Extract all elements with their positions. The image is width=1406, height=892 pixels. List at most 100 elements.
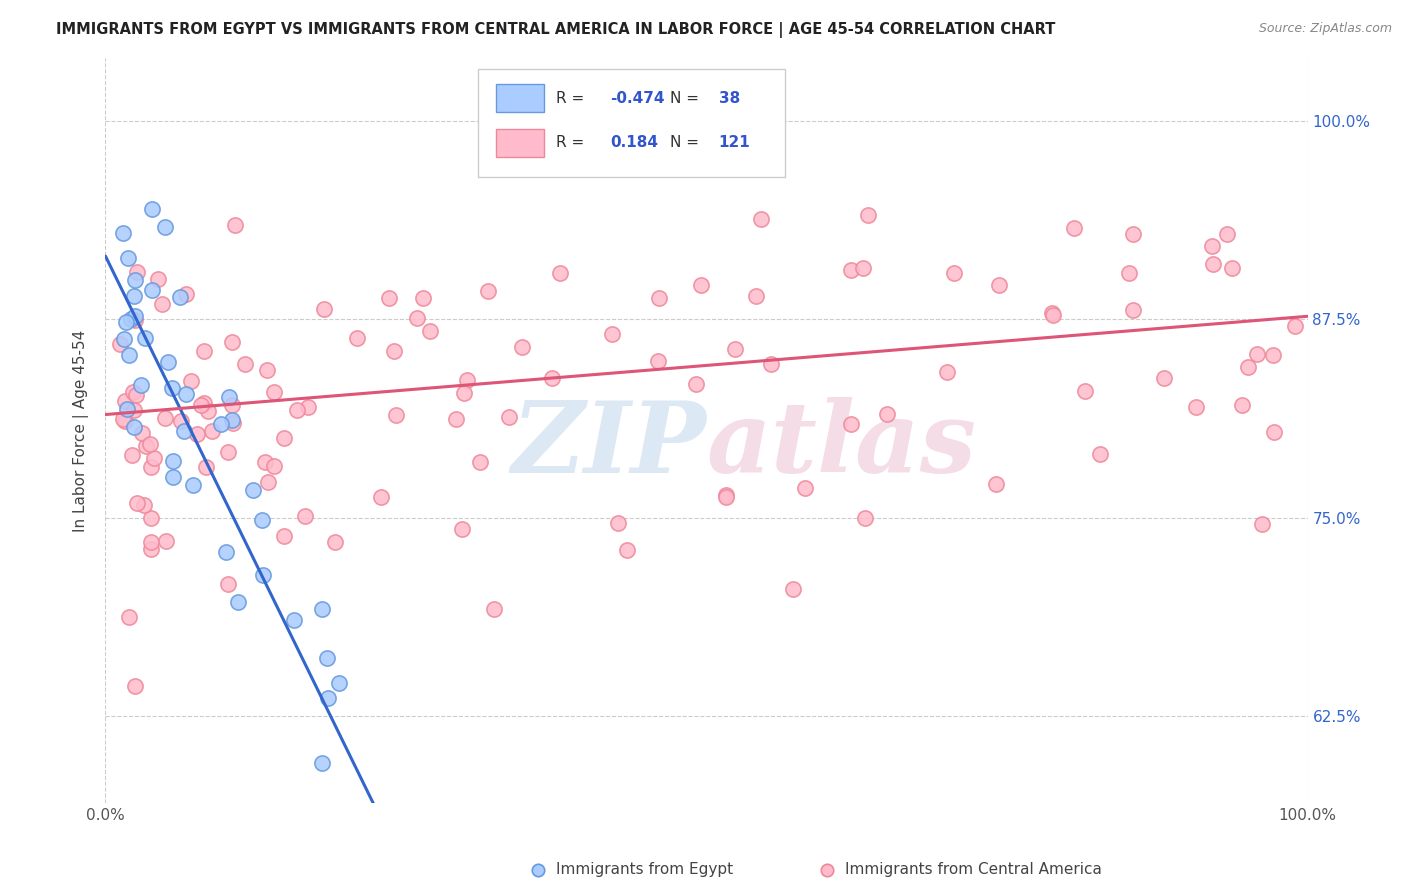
Point	[406, 310, 429, 325]
Text: N =: N =	[671, 91, 704, 105]
Point	[221, 413, 243, 427]
Point	[456, 373, 478, 387]
Point	[134, 498, 156, 512]
Point	[252, 513, 274, 527]
Point	[170, 414, 193, 428]
Y-axis label: In Labor Force | Age 45-54: In Labor Force | Age 45-54	[73, 329, 90, 532]
Point	[749, 212, 772, 227]
Point	[122, 402, 145, 417]
Text: R =: R =	[557, 91, 589, 105]
Text: 38: 38	[718, 91, 740, 105]
Point	[111, 411, 134, 425]
Point	[254, 455, 277, 469]
Point	[141, 541, 163, 556]
Point	[839, 417, 862, 431]
Point	[138, 437, 160, 451]
Point	[221, 398, 243, 412]
Point	[117, 251, 139, 265]
Point	[412, 291, 434, 305]
Point	[607, 516, 630, 530]
Point	[876, 407, 898, 421]
Point	[141, 202, 163, 217]
Point	[162, 454, 184, 468]
Point	[419, 324, 441, 338]
Point	[311, 756, 333, 771]
Point	[112, 332, 135, 346]
Point	[1230, 398, 1253, 412]
Point	[118, 348, 141, 362]
Point	[745, 289, 768, 303]
Point	[201, 424, 224, 438]
Point	[316, 690, 339, 705]
FancyBboxPatch shape	[496, 128, 544, 157]
Text: Immigrants from Central America: Immigrants from Central America	[845, 863, 1102, 878]
Point	[450, 522, 472, 536]
Point	[218, 390, 240, 404]
Point	[468, 455, 491, 469]
Point	[444, 412, 467, 426]
Point	[346, 331, 368, 345]
Point	[155, 534, 177, 549]
Point	[226, 595, 249, 609]
Point	[273, 529, 295, 543]
Point	[197, 403, 219, 417]
Point	[283, 614, 305, 628]
Point	[1153, 370, 1175, 384]
Point	[173, 424, 195, 438]
Point	[1118, 266, 1140, 280]
Point	[647, 291, 669, 305]
Point	[510, 340, 533, 354]
Point	[263, 458, 285, 473]
Point	[181, 477, 204, 491]
Point	[453, 385, 475, 400]
Point	[156, 355, 179, 369]
Point	[125, 265, 148, 279]
Point	[263, 385, 285, 400]
Point	[135, 439, 157, 453]
Point	[852, 261, 875, 276]
Point	[217, 444, 239, 458]
Text: R =: R =	[557, 136, 589, 151]
Point	[1250, 516, 1272, 531]
Point	[233, 357, 256, 371]
Text: Immigrants from Egypt: Immigrants from Egypt	[557, 863, 734, 878]
Point	[1220, 261, 1243, 276]
Point	[477, 285, 499, 299]
Point	[224, 218, 246, 232]
Point	[242, 483, 264, 497]
Point	[111, 226, 134, 240]
Point	[139, 460, 162, 475]
Point	[1215, 227, 1237, 242]
Point	[1263, 425, 1285, 440]
Point	[160, 381, 183, 395]
Point	[155, 410, 177, 425]
Point	[323, 535, 346, 549]
Point	[782, 582, 804, 596]
Point	[169, 290, 191, 304]
Point	[759, 357, 782, 371]
Point	[984, 476, 1007, 491]
Point	[1201, 238, 1223, 252]
Point	[1184, 400, 1206, 414]
Point	[125, 496, 148, 510]
Point	[118, 610, 141, 624]
Point	[162, 470, 184, 484]
Text: Source: ZipAtlas.com: Source: ZipAtlas.com	[1258, 22, 1392, 36]
Text: ZIP: ZIP	[512, 397, 707, 493]
Point	[124, 273, 146, 287]
Point	[273, 431, 295, 445]
Point	[935, 366, 957, 380]
Point	[217, 577, 239, 591]
Point	[1246, 346, 1268, 360]
Point	[685, 376, 707, 391]
Point	[115, 402, 138, 417]
Point	[120, 311, 142, 326]
Point	[215, 545, 238, 559]
Point	[1236, 359, 1258, 374]
Point	[114, 315, 136, 329]
Point	[134, 331, 156, 345]
Point	[1042, 308, 1064, 322]
Point	[129, 377, 152, 392]
Point	[853, 510, 876, 524]
Point	[690, 277, 713, 292]
